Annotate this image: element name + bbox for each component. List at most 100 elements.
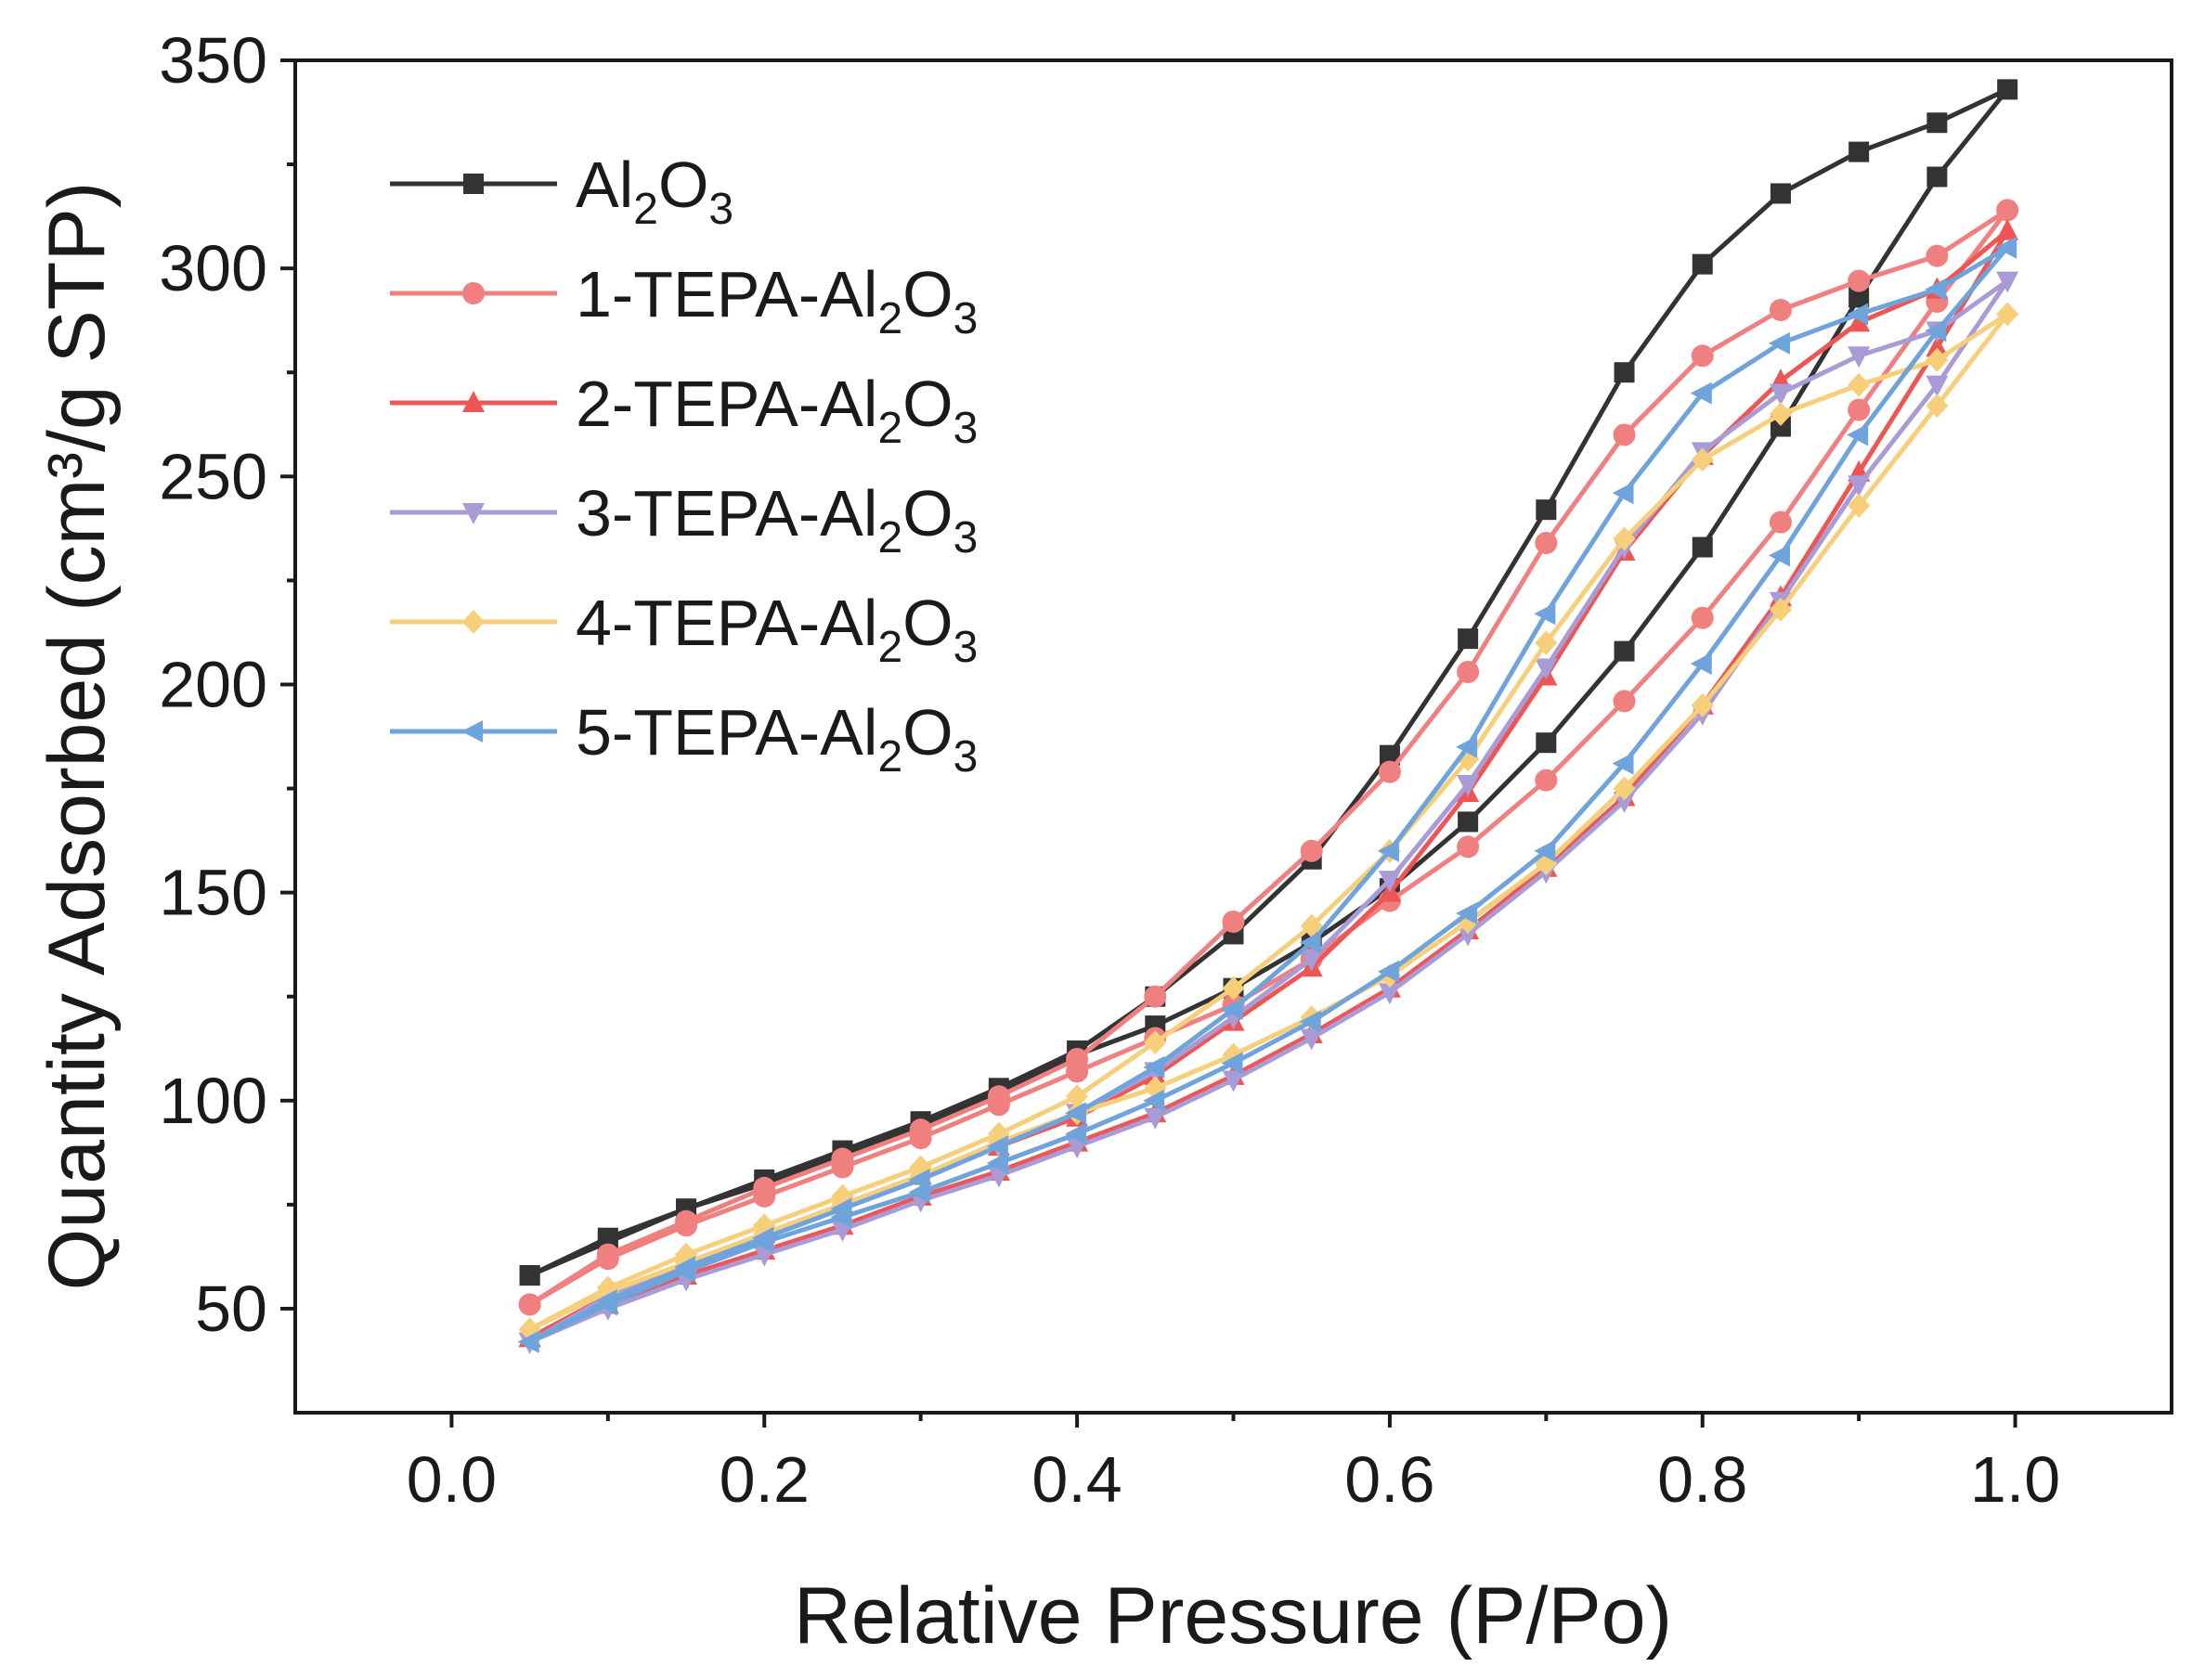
x-tick-label: 0.0 <box>407 1443 497 1516</box>
legend-label: 3-TEPA-Al2O3 <box>576 477 978 562</box>
legend-subscript: 3 <box>953 732 979 782</box>
x-tick-label: 0.6 <box>1344 1443 1434 1516</box>
series-layer <box>517 79 2019 1354</box>
data-point <box>1143 1089 1165 1112</box>
legend-item: 2-TEPA-Al2O3 <box>390 368 978 453</box>
data-point <box>1926 335 1949 357</box>
data-point <box>1457 775 1480 797</box>
data-point <box>1769 383 1792 406</box>
legend: Al2O31-TEPA-Al2O32-TEPA-Al2O33-TEPA-Al2O… <box>390 149 978 782</box>
data-point <box>1848 398 1871 421</box>
data-point <box>1996 302 2019 327</box>
data-point <box>1065 1122 1087 1145</box>
data-point <box>1848 269 1871 292</box>
data-point <box>1926 375 1949 397</box>
y-tick-label: 50 <box>195 1273 267 1345</box>
data-point <box>1926 166 1948 187</box>
data-point <box>1997 79 2018 100</box>
legend-subscript: 2 <box>877 623 902 672</box>
data-point <box>1221 998 1243 1021</box>
data-point <box>1692 536 1713 558</box>
data-point <box>1691 344 1714 368</box>
x-tick-label: 0.8 <box>1657 1443 1747 1516</box>
data-point <box>1300 1028 1323 1051</box>
legend-text: O <box>902 696 953 769</box>
data-point <box>1613 791 1636 813</box>
data-point <box>1926 112 1948 134</box>
data-point <box>1222 1070 1245 1092</box>
data-point <box>1457 661 1480 684</box>
data-point <box>1848 346 1871 368</box>
ticks-layer: 0.0 0.2 0.4 0.6 0.8 1.0 50 100 150 200 250 300 350 <box>159 24 2060 1516</box>
data-point <box>1144 985 1167 1008</box>
legend-item: 5-TEPA-Al2O3 <box>390 696 978 782</box>
x-tick-label: 0.2 <box>720 1443 810 1516</box>
legend-marker <box>462 610 485 634</box>
data-point <box>1691 447 1714 472</box>
data-point <box>908 1168 930 1191</box>
legend-item: 3-TEPA-Al2O3 <box>390 477 978 562</box>
data-point <box>1691 606 1714 629</box>
legend-item: 4-TEPA-Al2O3 <box>390 587 978 672</box>
legend-text: O <box>902 258 953 330</box>
x-tick-label: 1.0 <box>1970 1443 2060 1516</box>
legend-subscript: 2 <box>877 294 902 343</box>
data-point <box>1065 1102 1087 1125</box>
data-point <box>1925 278 1947 301</box>
legend-text: O <box>902 587 953 659</box>
data-point <box>1690 381 1712 405</box>
data-point <box>1300 950 1323 972</box>
legend-subscript: 3 <box>953 513 979 562</box>
data-point <box>1769 402 1792 427</box>
data-point <box>1377 960 1399 983</box>
data-point <box>1848 372 1871 397</box>
data-point <box>1222 976 1245 1001</box>
data-point <box>1614 640 1635 662</box>
data-point <box>1613 690 1636 713</box>
y-tick-label: 100 <box>159 1065 267 1137</box>
data-point <box>1378 983 1401 1005</box>
data-point <box>1535 769 1558 792</box>
x-tick-label: 0.4 <box>1031 1443 1122 1516</box>
legend-subscript: 2 <box>877 513 902 562</box>
data-point <box>519 1265 540 1286</box>
data-point <box>1534 839 1556 862</box>
y-tick-label: 150 <box>159 857 267 929</box>
data-point <box>987 1085 1010 1108</box>
legend-subscript: 2 <box>877 404 902 453</box>
data-point <box>674 1256 696 1279</box>
data-point <box>1457 924 1480 947</box>
data-point <box>1066 1084 1089 1109</box>
data-point <box>675 1209 698 1233</box>
legend-marker <box>461 720 483 743</box>
data-point <box>909 1118 932 1142</box>
data-point <box>1222 910 1245 933</box>
legend-item: 1-TEPA-Al2O3 <box>390 258 978 343</box>
legend-marker <box>462 282 485 304</box>
data-point <box>1925 319 1947 342</box>
legend-text: 1-TEPA-Al <box>576 258 877 330</box>
legend-label: 5-TEPA-Al2O3 <box>576 696 978 782</box>
data-point <box>1614 362 1635 383</box>
data-point <box>1770 183 1791 204</box>
data-point <box>1926 244 1949 267</box>
data-point <box>1996 271 2019 293</box>
data-point <box>1996 218 2019 240</box>
data-point <box>1066 1047 1089 1070</box>
data-point <box>1536 499 1557 521</box>
data-point <box>1691 692 1714 717</box>
data-point <box>1456 735 1478 758</box>
data-point <box>1299 931 1321 954</box>
data-point <box>1995 236 2017 259</box>
legend-text: Al <box>576 149 633 221</box>
data-point <box>1378 760 1401 783</box>
data-point <box>1613 526 1636 551</box>
data-point <box>1848 310 1871 332</box>
data-point <box>597 1227 618 1248</box>
legend-text: O <box>902 477 953 549</box>
data-point <box>752 1226 774 1249</box>
data-point <box>1996 199 2019 222</box>
data-point <box>830 1197 852 1221</box>
